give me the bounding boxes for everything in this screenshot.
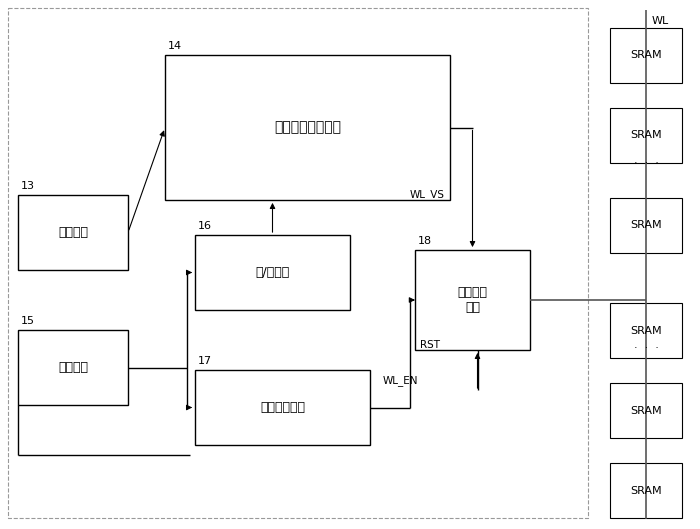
Bar [195,235,350,310]
Bar [18,330,128,405]
Text: SRAM: SRAM [630,131,662,141]
Text: 字线电压产生电路: 字线电压产生电路 [274,121,341,134]
Text: 地址译码电路: 地址译码电路 [260,401,305,414]
Text: WL_EN: WL_EN [383,375,419,386]
Text: 18: 18 [418,236,432,246]
Bar [8,8,588,518]
Bar [610,463,682,518]
Text: SRAM: SRAM [630,50,662,60]
Bar [610,303,682,358]
Bar [195,370,370,445]
Text: 14: 14 [168,41,182,51]
Text: 15: 15 [21,316,35,326]
Text: 17: 17 [198,356,212,366]
Text: SRAM: SRAM [630,406,662,415]
Text: SRAM: SRAM [630,325,662,335]
Bar [610,198,682,253]
Bar [165,55,450,200]
Text: ·  ·  ·: · · · [634,343,659,353]
Text: ·  ·  ·: · · · [634,158,659,168]
Text: RST: RST [420,340,440,350]
Text: 地址输出
电路: 地址输出 电路 [458,286,487,314]
Text: SRAM: SRAM [630,221,662,231]
Text: WL_VS: WL_VS [410,189,445,200]
Bar [610,28,682,83]
Text: 控制电路: 控制电路 [58,361,88,374]
Text: SRAM: SRAM [630,486,662,496]
Bar [610,108,682,163]
Bar [18,195,128,270]
Bar [415,250,530,350]
Text: 16: 16 [198,221,212,231]
Text: 13: 13 [21,181,35,191]
Text: WL: WL [652,16,669,26]
Text: 带隙基准: 带隙基准 [58,226,88,239]
Bar [610,383,682,438]
Text: 读/写译码: 读/写译码 [256,266,290,279]
